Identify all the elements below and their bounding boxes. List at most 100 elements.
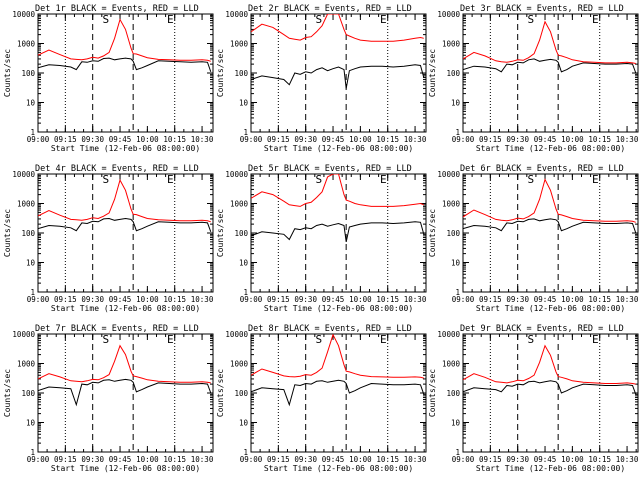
y-tick-label: 1000 — [230, 40, 249, 49]
x-tick-label: 09:00 — [27, 135, 50, 144]
marker-s: S — [528, 173, 535, 186]
chart-title: Det 6r BLACK = Events, RED = LLD — [460, 164, 624, 174]
y-tick-label: 1000 — [230, 200, 249, 209]
x-tick-label: 10:00 — [349, 135, 372, 144]
x-tick-label: 09:30 — [506, 455, 529, 464]
x-tick-label: 10:00 — [349, 295, 372, 304]
x-tick-label: 09:30 — [506, 135, 529, 144]
x-tick-label: 09:30 — [81, 455, 104, 464]
series-line-events — [463, 58, 637, 74]
series-line-events — [38, 378, 212, 407]
y-tick-label: 1 — [455, 128, 460, 137]
marker-s: S — [316, 13, 323, 26]
y-tick-label: 1 — [30, 128, 35, 137]
x-tick-label: 09:45 — [109, 455, 132, 464]
chart-title: Det 4r BLACK = Events, RED = LLD — [35, 164, 199, 174]
series-line-events — [251, 64, 425, 89]
x-axis-label: Start Time (12-Feb-06 08:00:00) — [264, 464, 413, 473]
x-tick-label: 09:45 — [109, 135, 132, 144]
x-tick-label: 10:30 — [191, 135, 214, 144]
x-tick-label: 09:45 — [534, 295, 557, 304]
y-tick-label: 100 — [446, 389, 460, 398]
x-tick-label: 10:00 — [561, 295, 584, 304]
y-axis-label: Counts/sec — [428, 209, 437, 257]
y-tick-label: 10000 — [225, 170, 248, 179]
y-tick-label: 10000 — [437, 10, 460, 19]
x-tick-label: 09:00 — [452, 295, 475, 304]
x-tick-label: 10:30 — [404, 295, 427, 304]
x-axis-label: Start Time (12-Feb-06 08:00:00) — [476, 464, 625, 473]
y-tick-label: 1 — [455, 448, 460, 457]
x-tick-label: 10:00 — [136, 455, 159, 464]
x-tick-label: 09:15 — [54, 295, 77, 304]
plot-frame — [37, 13, 214, 133]
x-axis-label: Start Time (12-Feb-06 08:00:00) — [51, 144, 200, 153]
y-tick-label: 1000 — [230, 360, 249, 369]
series-line-lld — [251, 334, 424, 379]
x-tick-label: 09:15 — [479, 455, 502, 464]
chart-title: Det 9r BLACK = Events, RED = LLD — [460, 324, 624, 334]
y-tick-label: 1 — [243, 128, 248, 137]
series-line-events — [38, 217, 212, 232]
y-tick-label: 10 — [451, 99, 461, 108]
x-tick-label: 09:30 — [81, 135, 104, 144]
y-tick-label: 1000 — [17, 200, 36, 209]
marker-e: E — [592, 173, 599, 186]
x-tick-label: 09:45 — [109, 295, 132, 304]
y-axis-label: Counts/sec — [216, 49, 225, 97]
x-tick-label: 10:15 — [376, 455, 399, 464]
y-axis-label: Counts/sec — [216, 209, 225, 257]
x-tick-label: 09:15 — [54, 455, 77, 464]
plot-frame — [250, 13, 427, 133]
chart-panel-4r: Det 4r BLACK = Events, RED = LLD 1 10 100 10… — [3, 164, 214, 313]
x-tick-label: 09:30 — [294, 135, 317, 144]
marker-s: S — [316, 333, 323, 346]
y-axis-label: Counts/sec — [3, 209, 12, 257]
x-tick-label: 09:00 — [452, 455, 475, 464]
series-line-events — [38, 57, 212, 72]
y-axis-label: Counts/sec — [3, 49, 12, 97]
y-tick-label: 10000 — [12, 330, 35, 339]
y-axis-label: Counts/sec — [428, 369, 437, 417]
y-tick-label: 1 — [243, 288, 248, 297]
marker-s: S — [103, 13, 110, 26]
y-tick-label: 100 — [446, 229, 460, 238]
x-tick-label: 09:00 — [452, 135, 475, 144]
chart-panel-5r: Det 5r BLACK = Events, RED = LLD 1 10 100 10… — [216, 164, 427, 313]
marker-e: E — [592, 13, 599, 26]
series-line-lld — [463, 20, 636, 64]
y-tick-label: 10000 — [225, 330, 248, 339]
x-axis-label: Start Time (12-Feb-06 08:00:00) — [476, 144, 625, 153]
x-tick-label: 10:15 — [588, 135, 611, 144]
series-line-lld — [38, 18, 211, 62]
x-tick-label: 09:30 — [81, 295, 104, 304]
marker-s: S — [528, 333, 535, 346]
series-line-lld — [38, 344, 211, 384]
x-tick-label: 09:30 — [294, 455, 317, 464]
y-tick-label: 1000 — [442, 360, 461, 369]
y-tick-label: 1000 — [17, 360, 36, 369]
marker-e: E — [167, 13, 174, 26]
chart-title: Det 5r BLACK = Events, RED = LLD — [248, 164, 412, 174]
y-tick-label: 100 — [21, 229, 35, 238]
marker-e: E — [380, 173, 387, 186]
x-tick-label: 10:15 — [163, 455, 186, 464]
y-tick-label: 10000 — [12, 170, 35, 179]
y-tick-label: 100 — [446, 69, 460, 78]
x-tick-label: 10:00 — [136, 135, 159, 144]
series-line-lld — [463, 178, 636, 223]
x-tick-label: 10:15 — [588, 295, 611, 304]
chart-title: Det 3r BLACK = Events, RED = LLD — [460, 4, 624, 14]
x-tick-label: 10:00 — [561, 135, 584, 144]
x-tick-label: 10:30 — [616, 135, 639, 144]
x-tick-label: 10:30 — [616, 455, 639, 464]
x-tick-label: 09:00 — [27, 455, 50, 464]
x-tick-label: 09:30 — [506, 295, 529, 304]
y-tick-label: 1000 — [17, 40, 36, 49]
x-tick-label: 10:15 — [376, 135, 399, 144]
x-tick-label: 10:30 — [404, 455, 427, 464]
x-tick-label: 10:00 — [136, 295, 159, 304]
marker-s: S — [316, 173, 323, 186]
plot-frame — [462, 333, 639, 453]
